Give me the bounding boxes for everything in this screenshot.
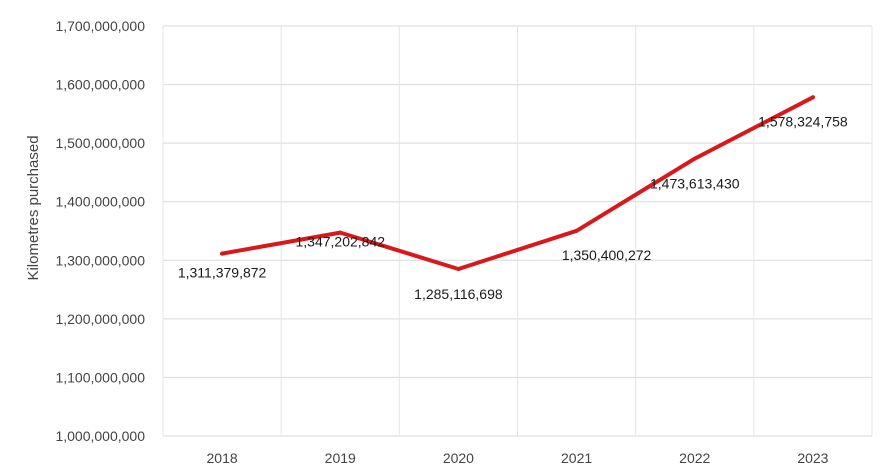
y-tick-label: 1,300,000,000: [55, 252, 145, 268]
data-label: 1,347,202,842: [295, 234, 385, 250]
x-tick-label: 2022: [679, 450, 710, 466]
data-label: 1,311,379,872: [178, 265, 267, 281]
x-tick-label: 2019: [325, 450, 356, 466]
y-tick-label: 1,500,000,000: [55, 135, 145, 151]
y-axis-title: Kilometres purchased: [25, 135, 42, 280]
data-point: [220, 251, 225, 256]
x-axis-tick-labels: 2018 2019 2020 2021 2022 2023: [207, 450, 829, 466]
x-tick-label: 2023: [797, 450, 828, 466]
x-tick-label: 2018: [207, 450, 238, 466]
data-point: [692, 156, 697, 161]
data-label: 1,578,324,758: [758, 113, 848, 129]
data-point: [810, 95, 815, 100]
data-point: [574, 228, 579, 233]
y-tick-label: 1,100,000,000: [55, 369, 145, 385]
y-tick-label: 1,700,000,000: [55, 18, 145, 34]
y-tick-label: 1,400,000,000: [55, 194, 145, 210]
data-label: 1,473,613,430: [650, 176, 740, 192]
data-labels: 1,311,379,872 1,347,202,842 1,285,116,698 1…: [178, 113, 848, 302]
data-point: [338, 230, 343, 235]
x-tick-label: 2020: [443, 450, 474, 466]
y-axis-tick-labels: 1,000,000,000 1,100,000,000 1,200,000,000 1…: [55, 18, 145, 444]
series-line: [220, 95, 815, 271]
series: [220, 95, 815, 272]
data-label: 1,285,116,698: [414, 286, 503, 302]
grid: [162, 25, 873, 437]
data-point: [456, 267, 461, 272]
x-tick-label: 2021: [561, 450, 592, 466]
y-tick-label: 1,000,000,000: [55, 428, 145, 444]
data-label: 1,350,400,272: [562, 247, 652, 263]
y-tick-label: 1,600,000,000: [55, 77, 145, 93]
y-tick-label: 1,200,000,000: [55, 311, 145, 327]
